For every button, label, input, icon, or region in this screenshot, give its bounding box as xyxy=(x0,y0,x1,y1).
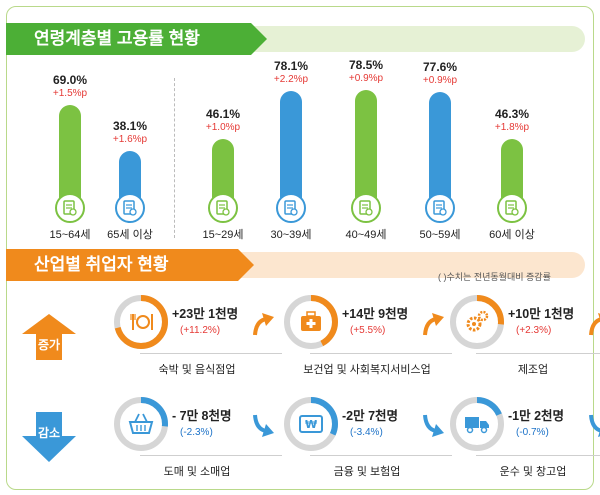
truck-icon xyxy=(450,397,504,451)
industry-item: -1만 2천명 (-0.7%) 운수 및 창고업 xyxy=(448,395,600,483)
value-label: 38.1% xyxy=(112,118,148,133)
document-icon xyxy=(208,193,238,223)
document-icon xyxy=(351,193,381,223)
section1-title: 연령계층별 고용률 현황 xyxy=(6,23,267,55)
up-arrow-icon xyxy=(22,314,76,360)
trend-up-icon xyxy=(423,313,444,336)
shopping-basket-icon xyxy=(114,397,168,451)
category-label: 15~29세 xyxy=(202,229,244,241)
industry-item: +10만 1천명 (+2.3%) 제조업 xyxy=(448,293,600,381)
decrease-tag: 감소 xyxy=(20,410,78,464)
industry-name: 제조업 xyxy=(517,364,549,376)
category-label: 40~49세 xyxy=(345,229,387,241)
category-label: 30~39세 xyxy=(270,229,312,241)
increase-tag: 증가 xyxy=(20,312,78,362)
industry-underline xyxy=(310,353,452,354)
trend-down-icon xyxy=(423,414,444,437)
value-label: 46.3% xyxy=(494,106,530,121)
increase-label: 증가 xyxy=(37,338,61,352)
document-icon xyxy=(276,193,306,223)
industry-name: 금융 및 보험업 xyxy=(333,466,401,478)
industry-value: +10만 1천명 xyxy=(508,307,575,321)
industry-underline xyxy=(476,353,600,354)
category-label: 50~59세 xyxy=(419,229,461,241)
bar-4 xyxy=(355,90,377,208)
change-label: +1.5%p xyxy=(52,87,88,99)
value-label: 69.0% xyxy=(52,72,88,87)
category-label: 60세 이상 xyxy=(489,229,535,241)
document-icon xyxy=(497,193,527,223)
change-label: +0.9%p xyxy=(348,73,384,85)
category-label: 15~64세 xyxy=(49,229,91,241)
first-aid-icon xyxy=(284,295,338,349)
industry-value: - 7만 8천명 xyxy=(172,409,232,423)
change-label: +1.6%p xyxy=(112,133,148,145)
industry-pct: (-3.4%) xyxy=(350,427,383,438)
bar-6 xyxy=(501,138,523,208)
document-icon xyxy=(425,193,455,223)
currency-icon: ₩ xyxy=(284,397,338,451)
industry-value: -1만 2천명 xyxy=(508,409,565,423)
trend-up-icon xyxy=(253,313,274,336)
bar-5 xyxy=(429,91,451,208)
industry-name: 보건업 및 사회복지서비스업 xyxy=(303,364,431,376)
industry-name: 숙박 및 음식점업 xyxy=(158,364,236,376)
industry-value: -2만 7천명 xyxy=(342,409,399,423)
category-label: 65세 이상 xyxy=(107,229,153,241)
industry-underline xyxy=(476,455,600,456)
industry-underline xyxy=(140,455,282,456)
chart-divider xyxy=(174,78,175,238)
industry-name: 운수 및 창고업 xyxy=(499,466,567,478)
section2-title: 산업별 취업자 현황 xyxy=(6,249,254,281)
industry-underline xyxy=(310,455,452,456)
change-label: +1.8%p xyxy=(494,121,530,133)
industry-pct: (-0.7%) xyxy=(516,427,549,438)
industry-item: +14만 9천명 (+5.5%) 보건업 및 사회복지서비스업 xyxy=(282,293,452,381)
restaurant-icon xyxy=(114,295,168,349)
value-label: 78.5% xyxy=(348,58,384,73)
industry-item: ₩ -2만 7천명 (-3.4%) 금융 및 보험업 xyxy=(282,395,452,483)
industry-underline xyxy=(140,353,282,354)
trend-down-icon xyxy=(253,414,274,437)
section2-banner-strip xyxy=(232,252,585,278)
trend-up-icon xyxy=(589,313,600,336)
value-label: 46.1% xyxy=(205,106,241,121)
industry-pct: (+5.5%) xyxy=(350,325,386,336)
change-label: +2.2%p xyxy=(273,73,309,85)
industry-value: +23만 1천명 xyxy=(172,307,239,321)
svg-text:₩: ₩ xyxy=(305,418,317,431)
industry-value: +14만 9천명 xyxy=(342,307,409,321)
decrease-label: 감소 xyxy=(37,426,61,440)
change-label: +0.9%p xyxy=(422,74,458,86)
value-label: 77.6% xyxy=(422,59,458,74)
outer-frame xyxy=(6,6,594,490)
bar-3 xyxy=(280,90,302,208)
gears-icon xyxy=(450,295,504,349)
bar-0 xyxy=(59,104,81,208)
section1-banner-strip xyxy=(245,26,585,52)
industry-item: +23만 1천명 (+11.2%) 숙박 및 음식점업 xyxy=(112,293,282,381)
industry-item: - 7만 8천명 (-2.3%) 도매 및 소매업 xyxy=(112,395,282,483)
industry-pct: (-2.3%) xyxy=(180,427,213,438)
trend-down-icon xyxy=(589,414,600,437)
document-icon xyxy=(115,193,145,223)
change-label: +1.0%p xyxy=(205,121,241,133)
down-arrow-icon xyxy=(22,412,76,462)
footnote: ( )수치는 전년동월대비 증감률 xyxy=(438,272,551,282)
industry-pct: (+2.3%) xyxy=(516,325,552,336)
industry-pct: (+11.2%) xyxy=(180,325,221,336)
document-icon xyxy=(55,193,85,223)
value-label: 78.1% xyxy=(273,58,309,73)
industry-name: 도매 및 소매업 xyxy=(163,466,231,478)
bar-2 xyxy=(212,138,234,208)
